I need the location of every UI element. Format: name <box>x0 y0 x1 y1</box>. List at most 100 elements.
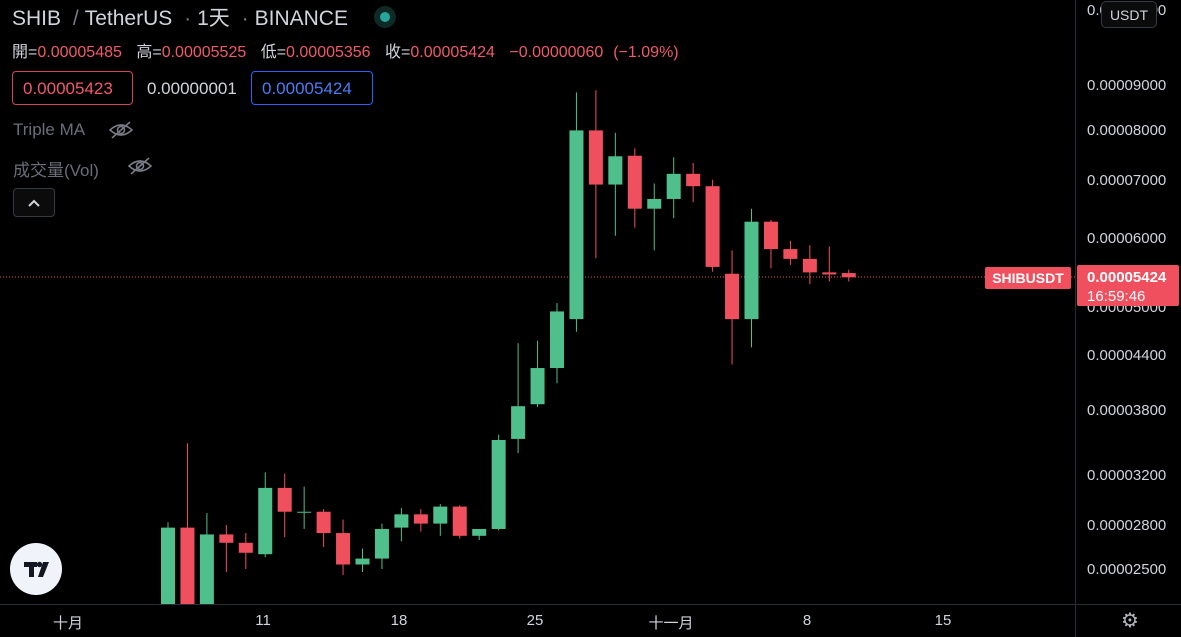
last-price-tag: 0.00005424 16:59:46 <box>1077 265 1179 306</box>
candle <box>452 505 467 539</box>
price-axis[interactable] <box>1075 0 1181 604</box>
ohlc-legend: 開=0.00005485 高=0.00005525 低=0.00005356 收… <box>12 38 689 62</box>
price-tick: 0.00008000 <box>1087 122 1167 139</box>
candle <box>569 92 584 332</box>
candle-body <box>413 514 428 524</box>
candle-body <box>550 311 564 369</box>
candle-body <box>374 528 389 559</box>
candle <box>413 509 428 532</box>
candle-body <box>199 534 214 604</box>
high-value: 0.00005525 <box>161 44 247 61</box>
currency-button[interactable]: USDT <box>1101 1 1157 28</box>
candle <box>336 519 351 576</box>
candle <box>316 509 331 548</box>
open-value: 0.00005485 <box>37 44 122 61</box>
tradingview-logo[interactable] <box>10 543 62 595</box>
price-tick: 0.00006000 <box>1087 230 1167 247</box>
candle <box>841 269 856 282</box>
time-tick: 18 <box>390 612 408 629</box>
candle-body <box>491 439 506 529</box>
candle <box>277 473 292 538</box>
time-tick: 十月 <box>52 615 84 632</box>
chart-pane[interactable]: SHIB / TetherUS · 1天 · BINANCE 開=0.00005485… <box>0 0 1075 604</box>
chevron-up-icon <box>28 199 40 208</box>
candle <box>472 528 487 540</box>
buy-button[interactable]: 0.00005424 <box>251 71 373 105</box>
time-tick: 十一月 <box>648 615 694 632</box>
collapse-legend-button[interactable] <box>13 188 55 217</box>
candle-body <box>297 511 312 513</box>
tradingview-logo-icon <box>24 561 49 577</box>
candle <box>258 472 273 558</box>
price-tick: 0.00009000 <box>1087 77 1167 94</box>
price-tick: 0.00003800 <box>1087 402 1167 419</box>
candlestick-chart <box>0 90 1075 604</box>
symbol-price-label: SHIBUSDT <box>985 267 1071 289</box>
candle-body <box>569 130 584 320</box>
dot-separator: · <box>241 7 249 30</box>
candle <box>161 522 175 604</box>
change-value: −0.00000060 <box>509 44 604 61</box>
time-axis[interactable] <box>0 604 1075 637</box>
candle <box>686 162 701 203</box>
candle-body <box>511 406 526 439</box>
candle-body <box>452 506 467 536</box>
time-tick: 15 <box>934 612 952 629</box>
candle-body <box>161 527 175 604</box>
spread-value: 0.00000001 <box>147 79 237 98</box>
candle-body <box>394 514 409 528</box>
symbol-name: SHIB <box>12 7 62 30</box>
candle-body <box>802 258 817 273</box>
candle <box>433 504 448 536</box>
axis-settings-area <box>1075 604 1181 637</box>
symbol-separator: / <box>72 7 79 30</box>
candle <box>394 507 409 542</box>
low-value: 0.00005356 <box>286 44 371 61</box>
interval: 1天 <box>197 7 230 30</box>
candle-body <box>180 527 195 604</box>
candle-body <box>316 511 331 534</box>
candle <box>180 443 195 604</box>
price-tick: 0.00004400 <box>1087 347 1167 364</box>
indicator-volume[interactable]: 成交量(Vol) <box>13 156 99 181</box>
candle-body <box>627 155 642 209</box>
change-percent: (−1.09%) <box>613 44 679 61</box>
sell-button[interactable]: 0.00005423 <box>12 71 133 105</box>
eye-off-icon[interactable] <box>108 120 134 140</box>
symbol-title[interactable]: SHIB / TetherUS · 1天 · BINANCE <box>12 2 396 32</box>
last-price-value: 0.00005424 <box>1087 269 1167 286</box>
candle <box>219 524 234 573</box>
gear-icon[interactable]: ⚙ <box>1121 610 1139 632</box>
time-tick: 11 <box>255 612 271 629</box>
candle-body <box>336 533 351 565</box>
candle <box>238 533 253 569</box>
price-tick: 0.00002800 <box>1087 517 1167 534</box>
time-tick: 25 <box>526 612 544 629</box>
high-label: 高= <box>136 44 162 61</box>
quote-name: TetherUS <box>84 7 173 30</box>
eye-off-icon[interactable] <box>127 156 153 176</box>
candle-body <box>355 558 370 565</box>
candle-body <box>258 487 273 555</box>
market-status-icon[interactable] <box>373 6 396 29</box>
candle <box>627 148 642 228</box>
price-tick: 0.00007000 <box>1087 172 1167 189</box>
close-value: 0.00005424 <box>410 44 495 61</box>
candle-body <box>686 173 701 187</box>
candle-body <box>530 368 545 405</box>
candle <box>511 343 526 454</box>
candle <box>705 179 720 272</box>
candle <box>666 157 681 219</box>
candle <box>530 340 545 408</box>
indicator-label: Triple MA <box>13 120 86 139</box>
close-label: 收= <box>385 44 411 61</box>
candle <box>647 183 662 251</box>
indicator-triple-ma[interactable]: Triple MA <box>13 120 85 140</box>
candle <box>374 523 389 569</box>
candle-body <box>841 273 856 278</box>
candle-body <box>588 130 603 185</box>
dot-separator: · <box>184 7 192 30</box>
candle-body <box>647 198 662 209</box>
candle <box>491 434 506 531</box>
candle <box>822 246 837 282</box>
